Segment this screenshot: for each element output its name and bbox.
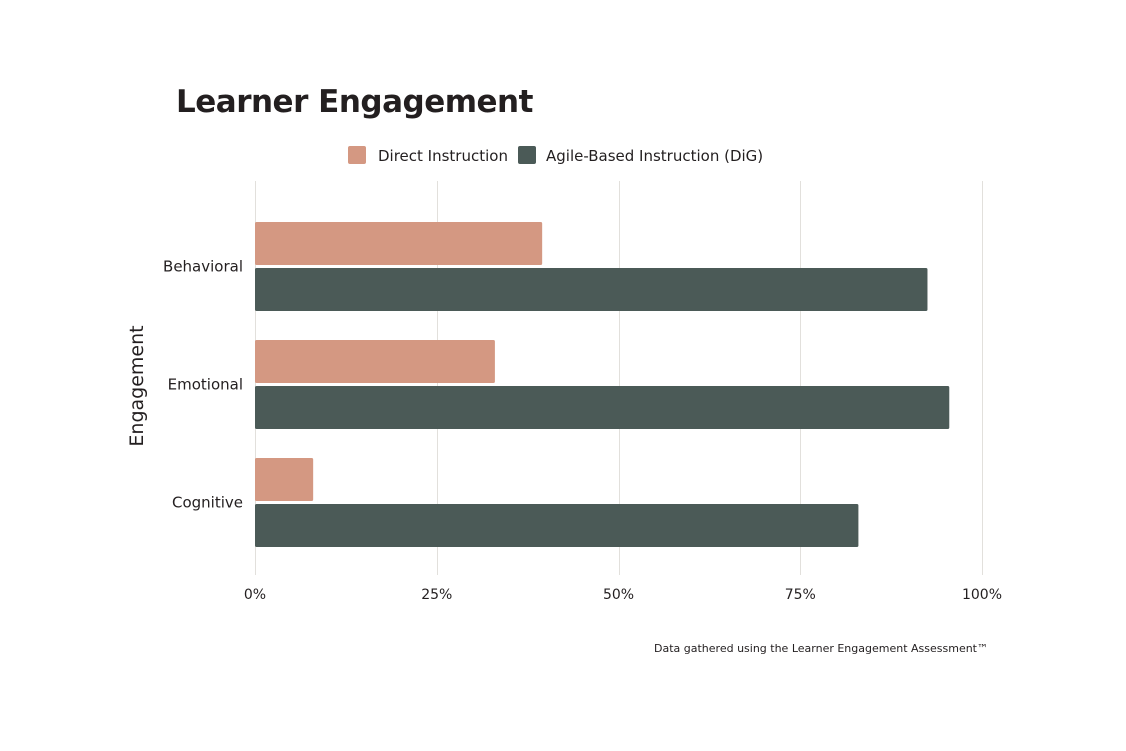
x-tick-label: 25%: [421, 587, 452, 603]
bar-emotional-agile-based-instruction: [255, 386, 950, 429]
x-tick-label: 75%: [785, 587, 816, 603]
category-labels: Behavioral Emotional Cognitive: [163, 258, 243, 512]
bar-emotional-direct-instruction: [255, 340, 495, 383]
legend: Direct Instruction Agile-Based Instructi…: [348, 146, 763, 165]
legend-label-direct-instruction: Direct Instruction: [378, 147, 508, 165]
category-label-emotional: Emotional: [168, 376, 243, 394]
footnote: Data gathered using the Learner Engageme…: [654, 642, 988, 655]
bar-behavioral-direct-instruction: [255, 222, 543, 265]
legend-label-agile-based-instruction: Agile-Based Instruction (DiG): [546, 147, 763, 165]
x-tick-labels: 0% 25% 50% 75% 100%: [244, 587, 1002, 603]
category-label-cognitive: Cognitive: [172, 494, 243, 512]
bars: [255, 222, 950, 547]
legend-swatch-direct-instruction: [348, 146, 366, 164]
bar-cognitive-agile-based-instruction: [255, 504, 859, 547]
bar-cognitive-direct-instruction: [255, 458, 314, 501]
legend-swatch-agile-based-instruction: [518, 146, 536, 164]
y-axis-label: Engagement: [126, 325, 148, 446]
x-tick-label: 100%: [962, 587, 1002, 603]
x-tick-label: 0%: [244, 587, 266, 603]
category-label-behavioral: Behavioral: [163, 258, 243, 276]
x-tick-label: 50%: [603, 587, 634, 603]
chart-title: Learner Engagement: [176, 84, 534, 120]
bar-behavioral-agile-based-instruction: [255, 268, 928, 311]
